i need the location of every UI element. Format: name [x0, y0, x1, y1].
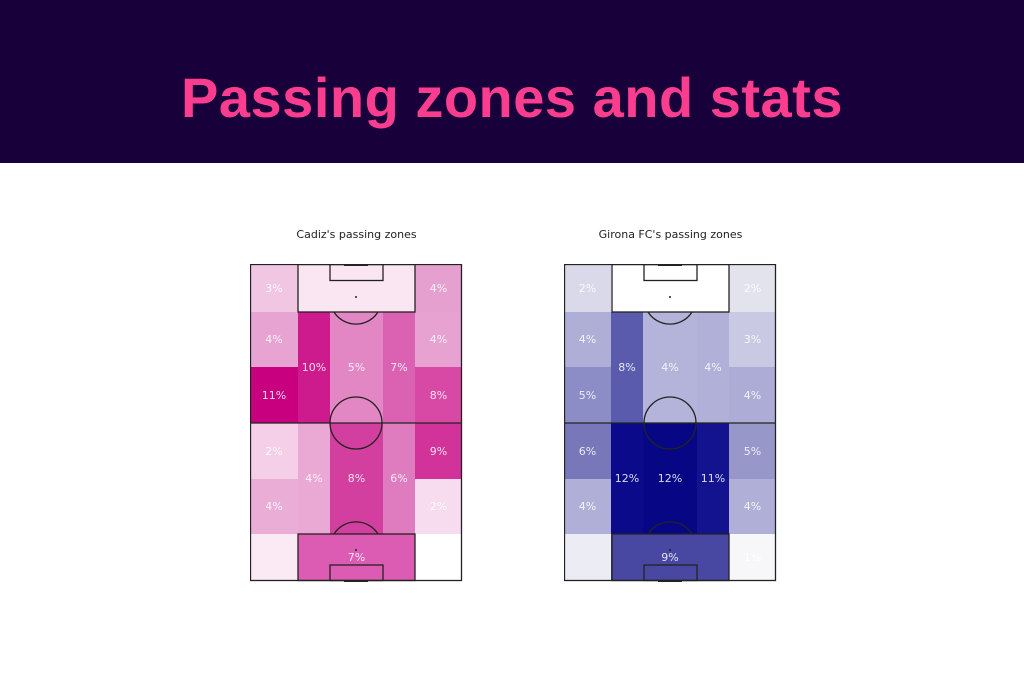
zone-cell: 11% [250, 367, 298, 423]
zone-value: 4% [429, 281, 448, 295]
zone-value: 8% [429, 388, 448, 402]
zone-cell: 4% [250, 312, 298, 367]
zone-value: 11% [700, 472, 726, 485]
zone-value: 3% [265, 281, 283, 295]
zone-cell: 6% [564, 423, 611, 479]
zone-value: 8% [347, 472, 366, 485]
zone-value: 7% [390, 361, 408, 374]
zone-cell: 8% [415, 367, 462, 423]
zone-cell: 4% [564, 479, 611, 534]
page-title: Passing zones and stats [181, 66, 843, 129]
pitch: 3% 4% 4% 10% 5% 7% 4% 11% 8% 2% 4% 8% 6% 9% 4% 2% 7% 0% [250, 264, 463, 582]
zone-cell: 4% [564, 312, 611, 367]
zone-value: 9% [429, 444, 448, 458]
zone-cell: 4% [415, 264, 462, 312]
zone-value: 0% [429, 551, 448, 564]
zone-cell: 4% [415, 312, 462, 367]
pitch-markings [250, 264, 463, 582]
zone-value: 2% [429, 500, 448, 513]
zone-value: 4% [743, 388, 762, 402]
zone-cell: 2% [564, 264, 611, 312]
zone-value: 4% [265, 500, 283, 513]
zone-value: 9% [661, 551, 679, 564]
zone-cell: 6% [383, 423, 415, 534]
zone-cell: 0% [415, 534, 462, 581]
zone-value: 11% [261, 388, 287, 402]
chart-title: Cadiz's passing zones [296, 228, 417, 241]
zone-value: 5% [347, 361, 366, 374]
zone-value: 0% [661, 281, 679, 295]
pitch: 2% 0% 2% 4% 8% 4% 4% 3% 5% 4% 6% 12% 12% 11% 5% 4% 4% 9% 1… [564, 264, 777, 582]
zone-cell: 11% [697, 423, 729, 534]
zone-value: 8% [618, 361, 636, 374]
chart-title: Girona FC's passing zones [598, 228, 743, 241]
zone-value: 4% [743, 500, 762, 513]
zone-value: 4% [265, 333, 283, 346]
zone-cell: 1% [729, 534, 776, 581]
zone-cell: 8% [611, 312, 643, 423]
zone-value: 4% [578, 333, 597, 346]
girona-passing-zones-chart: Girona FC's passing zones 2% 0% 2% 4% 8% 4% 4%… [564, 228, 777, 584]
zone-cell: 4% [250, 479, 298, 534]
zone-value: 4% [704, 361, 722, 374]
zone-value: 3% [743, 333, 762, 346]
pitch-markings [564, 264, 777, 582]
zone-value: 10% [301, 361, 327, 374]
zone-cell: 4% [298, 423, 330, 534]
zone-value: 4% [661, 361, 679, 374]
zone-cell: 9% [415, 423, 462, 479]
header-banner: Passing zones and stats [0, 0, 1024, 163]
cadiz-passing-zones-chart: Cadiz's passing zones 3% 4% 4% 10% 5% 7% 4% 11%… [250, 228, 463, 584]
zone-cell: 2% [729, 264, 776, 312]
zone-value: 2% [265, 444, 283, 458]
zone-cell: 0% [611, 264, 729, 312]
zone-cell: 4% [697, 312, 729, 423]
zone-cell: 3% [729, 312, 776, 367]
zone-value: 4% [578, 500, 597, 513]
zone-cell: 2% [415, 479, 462, 534]
zone-value: 5% [743, 444, 762, 458]
zone-value: 7% [347, 551, 366, 564]
zone-value: 12% [614, 472, 640, 485]
zone-cell [298, 264, 415, 312]
zone-cell [250, 534, 298, 581]
zone-cell: 7% [383, 312, 415, 423]
zone-value: 4% [305, 472, 323, 485]
zone-cell: 10% [298, 312, 330, 423]
zone-cell: 7% [298, 534, 415, 581]
zone-value: 4% [429, 333, 448, 346]
zone-value: 5% [578, 388, 597, 402]
zone-cell: 5% [729, 423, 776, 479]
zone-value: 12% [657, 472, 683, 485]
zone-cell: 3% [250, 264, 298, 312]
zone-value: 1% [743, 551, 762, 564]
zone-value: 2% [743, 281, 762, 295]
zone-cell: 2% [250, 423, 298, 479]
zone-cell [564, 534, 611, 581]
zone-cell: 5% [564, 367, 611, 423]
zone-value: 6% [390, 472, 408, 485]
zone-cell: 9% [611, 534, 729, 581]
zone-value: 6% [578, 444, 597, 458]
zone-cell: 4% [729, 479, 776, 534]
zone-value: 2% [578, 281, 597, 295]
zone-cell: 12% [611, 423, 643, 534]
zone-cell: 4% [729, 367, 776, 423]
